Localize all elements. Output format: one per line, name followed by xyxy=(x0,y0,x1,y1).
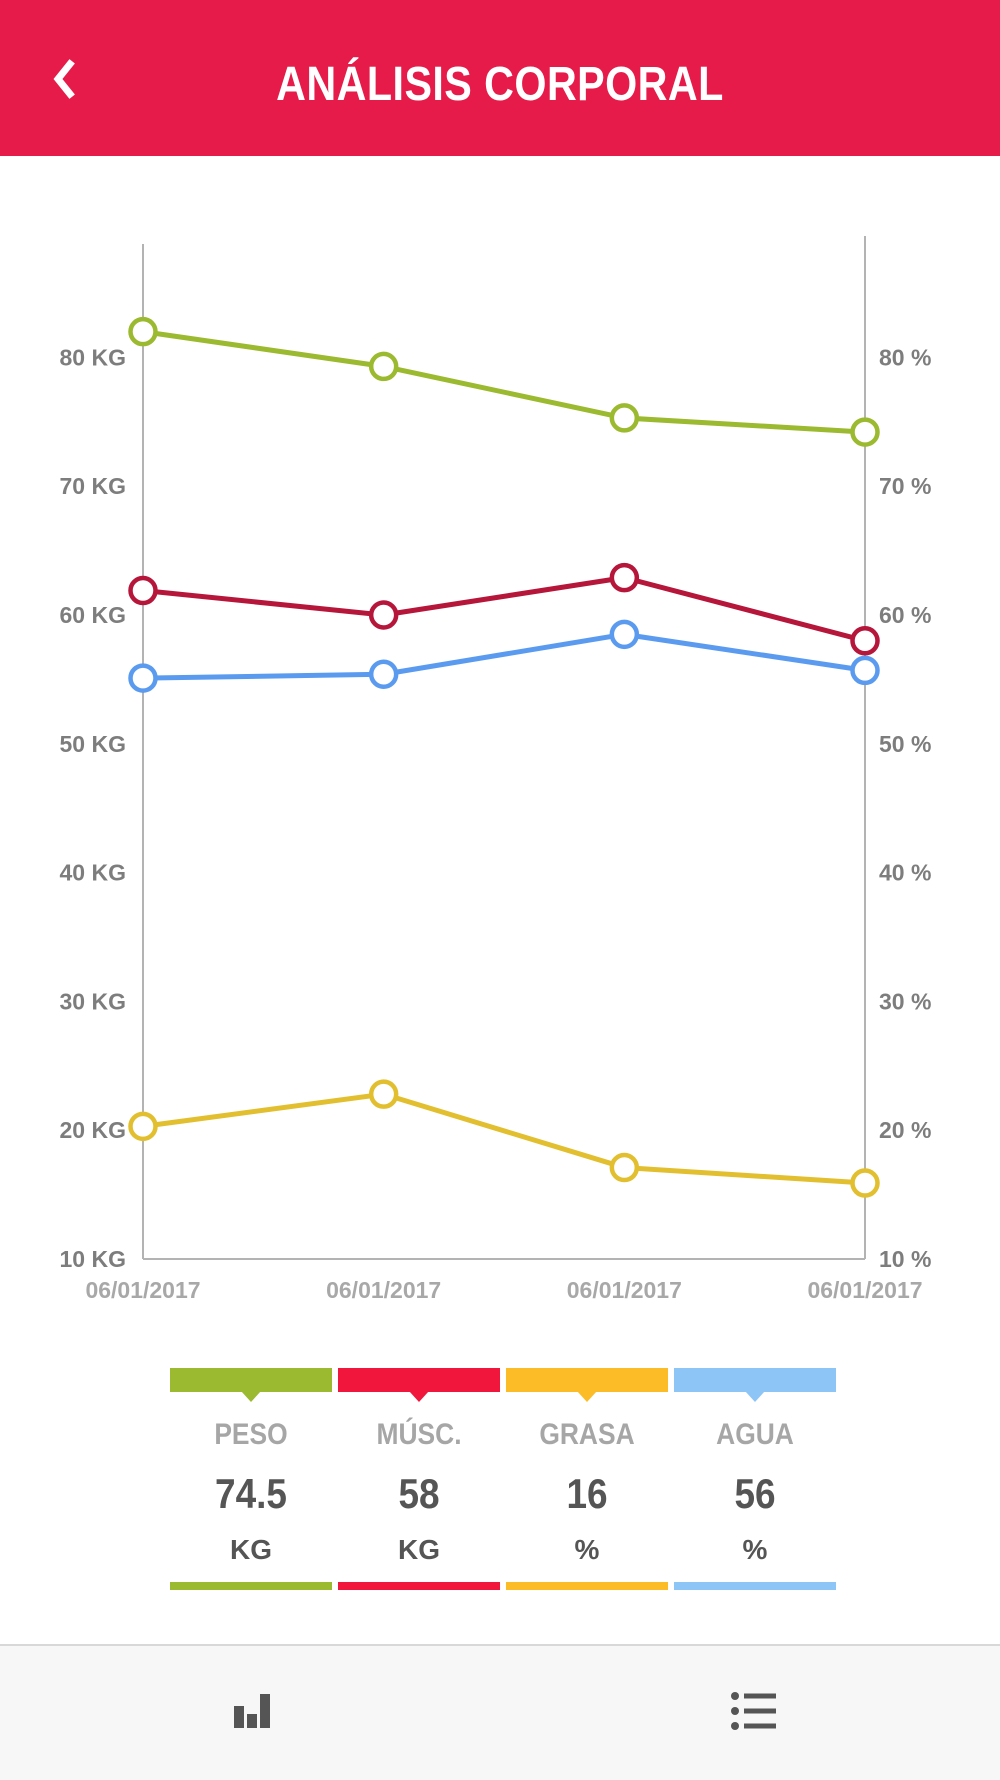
legend-label: PESO xyxy=(214,1418,288,1451)
series-0-point xyxy=(850,417,880,447)
legend-unit: % xyxy=(742,1534,768,1565)
y-right-tick-label: 70 % xyxy=(879,473,931,499)
list-icon xyxy=(731,1692,776,1730)
legend-label: MÚSC. xyxy=(376,1418,462,1451)
y-left-tick-label: 20 KG xyxy=(60,1117,126,1143)
legend-unit: KG xyxy=(398,1534,440,1565)
legend-value: 56 xyxy=(734,1470,776,1517)
series-2-point xyxy=(128,663,158,693)
series-1-point xyxy=(368,600,399,630)
chart-tab-button[interactable] xyxy=(218,1676,288,1746)
legend-item[interactable]: PESO 74.5 KG xyxy=(170,1368,332,1593)
y-right-tick-label: 40 % xyxy=(879,860,931,886)
line-chart: 80 KG 70 KG 60 KG 50 KG 40 KG 30 KG 20 KG 10 KG… xyxy=(60,236,931,1303)
legend-color-bar xyxy=(170,1368,332,1392)
legend-underline xyxy=(674,1582,836,1590)
legend-unit: % xyxy=(574,1534,600,1565)
legend-pointer xyxy=(745,1391,765,1402)
back-button[interactable] xyxy=(40,44,100,114)
bottom-navigation xyxy=(0,1644,1000,1780)
legend-color-bar xyxy=(506,1368,668,1392)
series-3-point xyxy=(609,1152,640,1183)
legend-underline xyxy=(506,1582,668,1590)
chart-legend: PESO 74.5 KG MÚSC. 58 KG GRASA 16% AGUA 56% xyxy=(170,1368,836,1593)
bar-chart-icon xyxy=(234,1694,270,1728)
y-left-tick-label: 80 KG xyxy=(60,344,126,370)
y-right-tick-label: 30 % xyxy=(879,988,931,1014)
y-left-tick-label: 60 KG xyxy=(60,602,126,628)
y-left-tick-label: 30 KG xyxy=(60,988,126,1014)
series-line-0 xyxy=(142,329,866,435)
legend-item[interactable]: MÚSC. 58 KG xyxy=(338,1368,500,1593)
y-left-tick-label: 10 KG xyxy=(60,1246,126,1272)
y-left-tick-label: 40 KG xyxy=(60,860,126,886)
legend-pointer xyxy=(577,1391,597,1402)
x-tick-label: 06/01/2017 xyxy=(326,1277,441,1303)
series-1-point xyxy=(128,575,158,606)
legend-color-bar xyxy=(674,1368,836,1392)
series-0-point xyxy=(368,351,399,382)
legend-value: 58 xyxy=(398,1470,440,1517)
series-3-point xyxy=(850,1168,880,1198)
legend-unit: KG xyxy=(230,1534,272,1565)
legend-item[interactable]: GRASA 16% xyxy=(506,1368,668,1593)
y-right-tick-label: 20 % xyxy=(879,1117,931,1143)
series-0-point xyxy=(128,316,158,347)
series-2-point xyxy=(368,659,399,689)
y-left-tick-label: 50 KG xyxy=(60,731,126,757)
legend-label: GRASA xyxy=(539,1418,635,1451)
x-tick-label: 06/01/2017 xyxy=(85,1277,200,1303)
legend-value: 74.5 xyxy=(215,1470,287,1517)
chevron-left-icon xyxy=(53,59,75,99)
y-right-tick-label: 80 % xyxy=(879,344,931,370)
series-1-point xyxy=(609,562,640,593)
series-2-point xyxy=(850,655,880,686)
legend-item[interactable]: AGUA 56% xyxy=(674,1368,836,1593)
legend-pointer xyxy=(409,1391,429,1402)
legend-underline xyxy=(170,1582,332,1590)
series-line-3 xyxy=(142,1091,866,1186)
legend-pointer xyxy=(241,1391,261,1402)
series-0-point xyxy=(609,403,640,433)
legend-value: 16 xyxy=(566,1470,608,1517)
series-line-1 xyxy=(142,575,866,644)
list-tab-button[interactable] xyxy=(718,1676,788,1746)
legend-color-bar xyxy=(338,1368,500,1392)
legend-underline xyxy=(338,1582,500,1590)
x-tick-label: 06/01/2017 xyxy=(567,1277,682,1303)
y-right-tick-label: 60 % xyxy=(879,602,931,628)
legend-label: AGUA xyxy=(716,1418,794,1451)
page-title: ANÁLISIS CORPORAL xyxy=(276,58,724,111)
app-header: ANÁLISIS CORPORAL xyxy=(0,0,1000,156)
y-right-tick-label: 50 % xyxy=(879,731,931,757)
series-3-point xyxy=(128,1111,158,1142)
series-2-point xyxy=(609,619,640,650)
series-3-point xyxy=(368,1079,399,1109)
series-1-point xyxy=(850,626,880,656)
x-tick-label: 06/01/2017 xyxy=(807,1277,922,1303)
series-line-2 xyxy=(142,631,866,681)
y-left-tick-label: 70 KG xyxy=(60,473,126,499)
y-right-tick-label: 10 % xyxy=(879,1246,931,1272)
